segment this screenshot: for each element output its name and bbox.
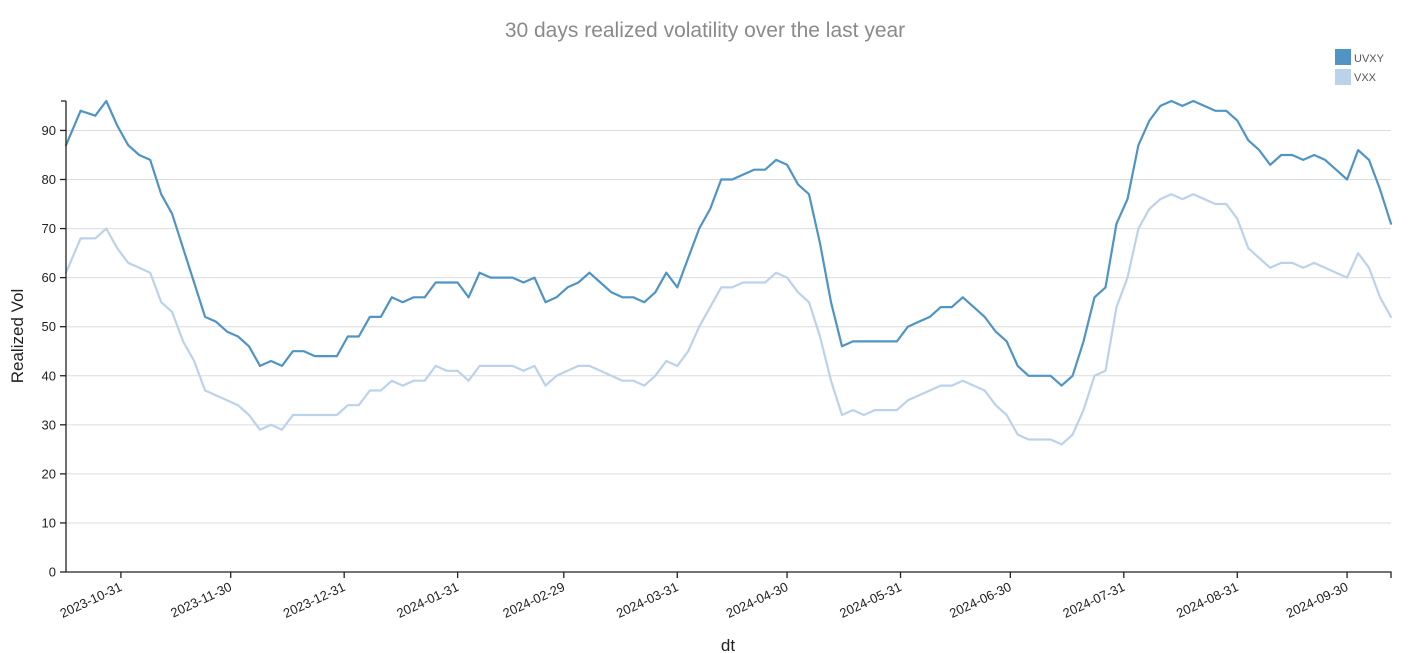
y-tick-label: 30 [42, 417, 56, 432]
y-axis: 0 10 20 30 40 50 60 70 80 90 [42, 123, 66, 580]
y-tick-label: 60 [42, 270, 56, 285]
x-tick-label: 2024-07-31 [1060, 579, 1127, 621]
y-axis-label: Realized Vol [8, 289, 27, 384]
x-tick-label: 2023-11-30 [168, 579, 234, 620]
x-tick-label: 2023-12-31 [281, 579, 348, 621]
y-tick-label: 0 [49, 565, 56, 580]
y-tick-label: 10 [42, 515, 56, 530]
x-tick-label: 2024-04-30 [724, 579, 791, 621]
series-line-vxx [64, 193, 1393, 446]
x-tick-label: 2024-09-30 [1284, 579, 1351, 621]
x-tick-label: 2024-08-31 [1174, 579, 1241, 621]
legend: UVXY VXX [1335, 49, 1385, 85]
x-tick-label: 2024-06-30 [947, 579, 1014, 621]
y-tick-label: 20 [42, 466, 56, 481]
series-line-uvxy [64, 99, 1393, 387]
legend-label-uvxy: UVXY [1354, 53, 1385, 65]
series-lines [64, 99, 1393, 446]
x-axis: 2023-10-31 2023-11-30 2023-12-31 2024-01-31… [58, 572, 1351, 621]
x-axis-label: dt [721, 636, 735, 653]
x-tick-label: 2024-01-31 [394, 579, 461, 621]
axis-lines [61, 100, 1392, 578]
x-tick-label: 2024-05-31 [837, 579, 904, 621]
y-tick-label: 70 [42, 221, 56, 236]
y-tick-label: 90 [42, 123, 56, 138]
x-tick-label: 2024-02-29 [500, 579, 567, 621]
x-tick-label: 2024-03-31 [614, 579, 681, 621]
y-tick-label: 40 [42, 368, 56, 383]
grid-lines [66, 129, 1391, 524]
legend-swatch-uvxy [1335, 49, 1351, 65]
legend-label-vxx: VXX [1354, 72, 1377, 84]
x-tick-label: 2023-10-31 [58, 579, 125, 621]
y-tick-label: 80 [42, 172, 56, 187]
y-tick-label: 50 [42, 319, 56, 334]
chart-title: 30 days realized volatility over the las… [505, 19, 905, 42]
legend-swatch-vxx [1335, 69, 1351, 85]
